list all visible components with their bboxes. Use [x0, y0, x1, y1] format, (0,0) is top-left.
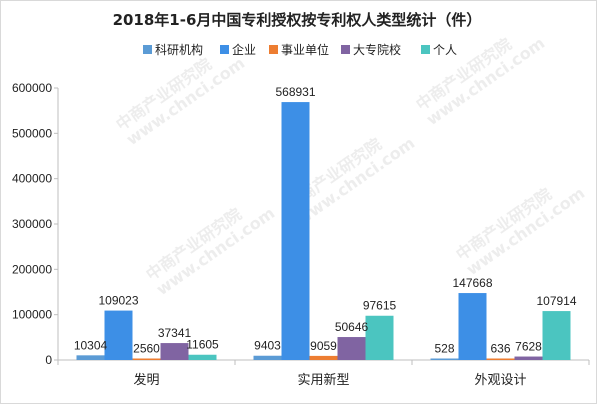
bar	[281, 102, 310, 361]
bar-value-label: 528	[434, 342, 454, 356]
x-category-label: 发明	[133, 372, 159, 388]
x-category-label: 外观设计	[474, 373, 526, 388]
bar	[365, 315, 394, 360]
y-axis: 0 100000 200000 300000 400000 500000 600000	[12, 81, 59, 367]
x-category-label: 实用新型	[297, 372, 349, 388]
x-axis: 发明 实用新型 外观设计	[57, 359, 590, 388]
bars	[76, 102, 571, 361]
bar	[542, 311, 571, 360]
y-tick-label: 100000	[12, 308, 52, 322]
legend-label: 企业	[232, 42, 256, 57]
bar-value-label: 11605	[186, 338, 219, 352]
legend-label: 个人	[433, 43, 457, 57]
legend-label: 事业单位	[281, 42, 329, 57]
bar	[132, 358, 161, 360]
bar-value-label: 147668	[452, 276, 492, 290]
bar	[76, 355, 105, 360]
bar	[514, 356, 543, 360]
y-tick-label: 400000	[12, 172, 52, 186]
bar-value-label: 9059	[310, 339, 337, 353]
bar	[486, 358, 515, 360]
bar	[188, 354, 217, 360]
bar-value-label: 37341	[158, 326, 192, 340]
bar-value-label: 109023	[98, 294, 138, 308]
y-tick-label: 200000	[12, 262, 52, 276]
legend-label: 大专院校	[353, 42, 401, 57]
legend-swatch	[269, 45, 278, 54]
bar-value-label: 50646	[335, 320, 369, 334]
legend-swatch	[341, 45, 350, 54]
bar	[104, 310, 133, 360]
legend-label: 科研机构	[155, 42, 203, 57]
bar	[458, 293, 487, 360]
bar	[430, 358, 459, 360]
legend: 科研机构 企业 事业单位 大专院校 个人	[143, 42, 457, 57]
bar-value-label: 2560	[133, 342, 160, 356]
chart-title: 2018年1-6月中国专利授权按专利权人类型统计（件）	[113, 11, 482, 29]
bar	[160, 343, 189, 360]
bar	[337, 337, 366, 360]
bar-value-label: 7628	[515, 340, 542, 354]
legend-swatch	[143, 45, 152, 54]
bar-value-label: 9403	[254, 339, 281, 353]
y-tick-label: 300000	[12, 217, 52, 231]
bar-value-label: 10304	[74, 338, 108, 352]
y-tick-label: 0	[45, 353, 52, 367]
legend-swatch	[220, 45, 229, 54]
bar-value-label: 107914	[536, 294, 576, 308]
bar-value-label: 97615	[363, 299, 397, 313]
bar-value-label: 568931	[275, 85, 315, 99]
y-tick-label: 600000	[12, 81, 52, 95]
y-tick-label: 500000	[12, 126, 52, 140]
bar-value-label: 636	[490, 342, 510, 356]
legend-swatch	[421, 45, 430, 54]
bar	[253, 355, 282, 360]
bar	[309, 355, 338, 360]
